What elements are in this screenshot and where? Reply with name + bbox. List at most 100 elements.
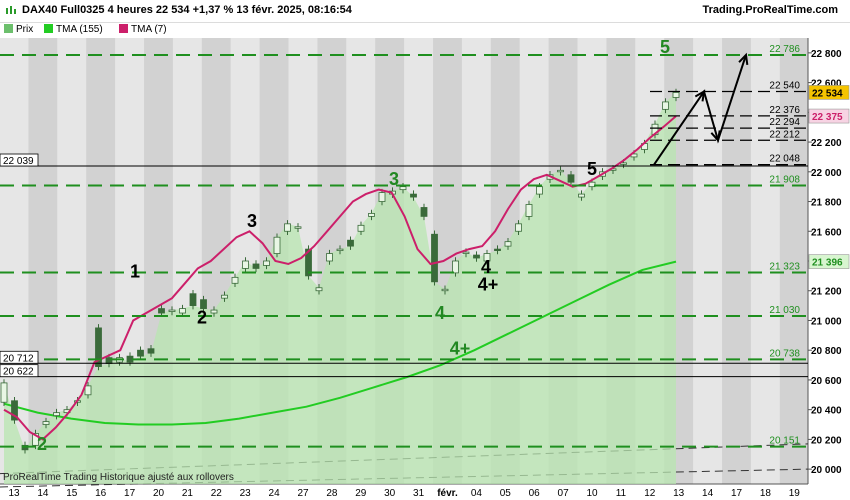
support-label-box	[0, 350, 39, 364]
level-label-black: 22 540	[769, 81, 800, 92]
candle-body	[273, 236, 281, 254]
candle-body	[672, 92, 680, 98]
candle-body	[242, 260, 249, 269]
candle-body	[368, 213, 375, 217]
candle-body	[378, 192, 386, 202]
x-tick-label: 23	[240, 488, 252, 499]
x-axis-panel	[0, 484, 850, 500]
badge-current-price-box	[808, 85, 850, 100]
x-tick-label: 18	[760, 488, 772, 499]
legend-label-prix: Prix	[16, 24, 34, 35]
y-tick-label: 20 800	[811, 346, 842, 357]
level-label-black: 22 212	[769, 129, 800, 140]
legend-label-tma7: TMA (7)	[131, 24, 167, 35]
wave-label: 2	[37, 434, 47, 454]
support-label-box	[0, 364, 39, 378]
x-tick-label: 22	[211, 488, 223, 499]
y-tick-label: 21 200	[811, 287, 842, 298]
candle-body	[0, 382, 8, 403]
legend-label-tma155: TMA (155)	[56, 24, 103, 35]
candle-body	[357, 224, 365, 232]
candle-body	[11, 400, 18, 421]
candle-body	[263, 260, 270, 266]
candle-body	[420, 207, 428, 217]
candle-body	[315, 287, 323, 292]
candle-body	[210, 309, 218, 314]
wave-label: 5	[587, 159, 597, 179]
x-tick-label: 07	[558, 488, 570, 499]
y-tick-label: 20 200	[811, 435, 842, 446]
y-tick-label: 21 800	[811, 198, 842, 209]
candle-body	[483, 253, 491, 262]
day-band	[750, 38, 780, 484]
chart-title: DAX40 Full0325 4 heures 22 534 +1,37 % 1…	[22, 4, 352, 16]
wave-label: 5	[660, 37, 670, 57]
site-name[interactable]: Trading.ProRealTime.com	[702, 4, 838, 16]
candle-body	[504, 241, 512, 247]
candle-body	[536, 186, 543, 195]
wave-label: 4	[435, 303, 445, 323]
x-tick-label: 04	[471, 488, 483, 499]
wave-label: 3	[389, 169, 399, 189]
legend: Prix TMA (155) TMA (7)	[0, 22, 850, 38]
badge-tma7: 22 375	[812, 112, 843, 123]
x-tick-label: 13	[8, 488, 20, 499]
arrow-head	[694, 89, 706, 102]
candle-body	[431, 233, 438, 283]
wave-label: 4+	[450, 339, 471, 359]
support-label: 20 712	[3, 353, 34, 364]
level-label-green: 20 738	[769, 348, 800, 359]
candle-body	[158, 308, 165, 314]
candle-body	[32, 433, 39, 446]
wave-label: 3	[247, 211, 257, 231]
day-band	[722, 38, 751, 484]
candle-body	[557, 169, 564, 173]
wave-label: 1	[130, 261, 140, 281]
level-label-green: 21 323	[769, 261, 800, 272]
day-band	[28, 38, 58, 484]
legend-swatch-prix	[4, 24, 13, 33]
chart-type-icon[interactable]	[5, 5, 17, 16]
candle-body	[305, 248, 312, 277]
candle-body	[588, 181, 596, 188]
y-tick-label: 20 400	[811, 406, 842, 417]
x-tick-label: 16	[95, 488, 107, 499]
candle-body	[347, 239, 354, 247]
candle-body	[137, 349, 144, 357]
x-tick-label: 27	[297, 488, 309, 499]
projection-arrow-path	[653, 54, 747, 166]
legend-item-tma155[interactable]: TMA (155)	[44, 24, 103, 35]
badge-current-price: 22 534	[812, 88, 843, 99]
candle-body	[662, 101, 669, 110]
x-tick-label: 28	[326, 488, 338, 499]
candle-body	[179, 308, 186, 314]
legend-item-prix[interactable]: Prix	[4, 24, 33, 35]
x-tick-label: 05	[500, 488, 512, 499]
wave-label: 4+	[478, 275, 499, 295]
level-label-green: 21 908	[769, 174, 800, 185]
badge-tma7-box	[808, 108, 850, 124]
level-label-green: 20 151	[769, 436, 800, 447]
x-tick-label: 13	[673, 488, 685, 499]
x-tick-label: 29	[355, 488, 367, 499]
candle-body	[95, 327, 102, 367]
support-label: 20 622	[3, 367, 34, 378]
y-tick-label: 22 200	[811, 138, 842, 149]
x-tick-label: 10	[586, 488, 598, 499]
candle-body	[462, 251, 470, 254]
candle-body	[252, 263, 260, 269]
x-tick-label: 14	[702, 488, 714, 499]
day-band	[779, 38, 809, 484]
legend-item-tma7[interactable]: TMA (7)	[119, 24, 167, 35]
candle-body	[578, 193, 585, 198]
candle-body	[42, 421, 50, 425]
arrow-head	[710, 130, 721, 143]
level-label-green: 21 030	[769, 305, 800, 316]
candle-body	[294, 226, 302, 229]
x-tick-label: 15	[66, 488, 78, 499]
y-tick-label: 22 600	[811, 79, 842, 90]
candle-body	[525, 204, 533, 217]
y-tick-label: 22 000	[811, 168, 842, 179]
candle-body	[567, 174, 575, 183]
